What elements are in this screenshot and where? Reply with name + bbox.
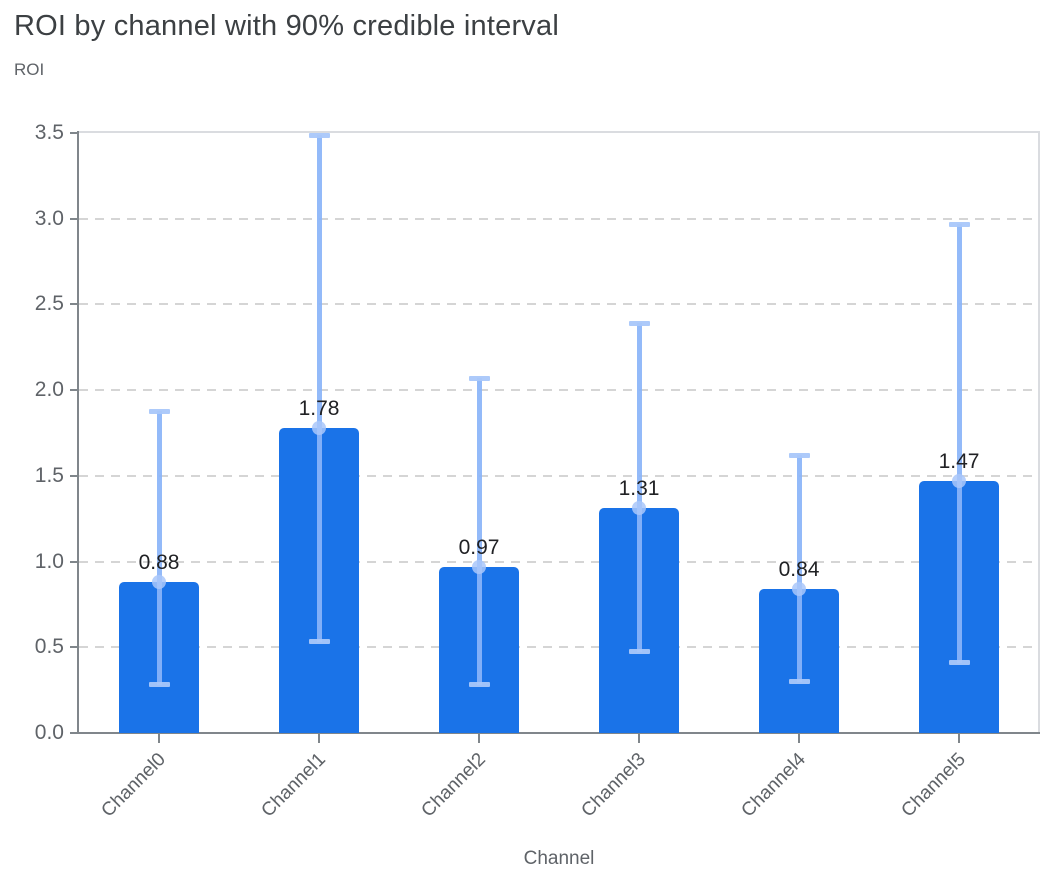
y-tick-mark <box>70 132 78 134</box>
error-bar-line <box>637 323 642 653</box>
mean-dot <box>632 501 646 516</box>
x-tick-label: Channel4 <box>737 749 810 822</box>
gridline <box>79 646 1039 649</box>
error-bar-cap-bottom <box>309 639 330 645</box>
y-tick-label: 1.0 <box>34 549 64 573</box>
error-bar-cap-top <box>469 376 490 382</box>
x-tick-mark <box>798 734 800 743</box>
gridline <box>79 389 1039 392</box>
error-bar-cap-bottom <box>949 659 970 665</box>
plot-area: 0.88 1.78 0.97 1.31 0.84 1.47 <box>79 132 1039 733</box>
mean-dot <box>472 559 486 574</box>
error-bar-cap-bottom <box>469 682 490 687</box>
bar-value-label: 0.88 <box>138 551 180 575</box>
x-tick-label: Channel5 <box>897 749 970 822</box>
y-tick-mark <box>70 389 78 392</box>
y-axis-title: ROI <box>14 60 45 79</box>
bar-value-label: 1.31 <box>618 477 660 501</box>
plot-border-right <box>1038 131 1040 733</box>
x-axis-title: Channel <box>523 848 595 869</box>
y-tick-label: 3.0 <box>34 206 64 230</box>
error-bar-cap-top <box>629 321 650 327</box>
y-tick-label: 1.5 <box>34 463 64 487</box>
error-bar-cap-bottom <box>629 649 650 655</box>
error-bar-line <box>957 223 962 663</box>
mean-dot <box>152 575 166 590</box>
error-bar-cap-top <box>949 221 970 227</box>
x-tick-label: Channel2 <box>417 749 490 822</box>
mean-dot <box>952 474 966 488</box>
bar-value-label: 0.84 <box>778 558 820 581</box>
mean-dot <box>312 420 326 435</box>
y-axis-line <box>77 131 79 733</box>
error-bar-line <box>317 134 322 643</box>
x-tick-label: Channel0 <box>97 749 170 822</box>
y-tick-mark <box>70 646 78 649</box>
chart-title: ROI by channel with 90% credible interva… <box>14 10 559 42</box>
error-bar-cap-top <box>149 408 170 414</box>
gridline <box>79 474 1039 477</box>
bar-value-label: 1.47 <box>938 450 980 473</box>
gridline <box>79 217 1039 220</box>
error-bar-cap-top <box>789 453 810 459</box>
y-tick-label: 3.5 <box>34 121 64 144</box>
error-bar-line <box>477 378 482 685</box>
y-tick-label: 2.5 <box>34 292 64 316</box>
y-tick-label: 0.5 <box>34 635 64 659</box>
x-tick-mark <box>478 734 480 743</box>
error-bar-cap-bottom <box>789 678 810 684</box>
x-tick-mark <box>318 734 320 743</box>
y-tick-mark <box>70 732 78 734</box>
error-bar-line <box>157 410 162 685</box>
x-tick-label: Channel1 <box>257 749 330 822</box>
bar-value-label: 1.78 <box>298 396 340 420</box>
plot-border-top <box>79 131 1040 133</box>
gridline <box>79 303 1039 306</box>
y-tick-label: 2.0 <box>34 378 64 402</box>
mean-dot <box>792 582 806 596</box>
y-tick-mark <box>70 474 78 477</box>
x-tick-mark <box>958 734 960 743</box>
x-tick-label: Channel3 <box>577 749 650 822</box>
y-tick-mark <box>70 217 78 220</box>
gridline <box>79 560 1039 563</box>
error-bar-cap-top <box>309 132 330 138</box>
x-tick-mark <box>638 734 640 743</box>
y-tick-mark <box>70 303 78 306</box>
error-bar-cap-bottom <box>149 682 170 687</box>
x-axis-line <box>77 732 1040 734</box>
y-tick-mark <box>70 560 78 563</box>
error-bar-line <box>797 455 802 682</box>
bar-value-label: 0.97 <box>458 535 500 559</box>
y-tick-label: 0.0 <box>34 721 64 744</box>
x-tick-mark <box>158 734 160 743</box>
